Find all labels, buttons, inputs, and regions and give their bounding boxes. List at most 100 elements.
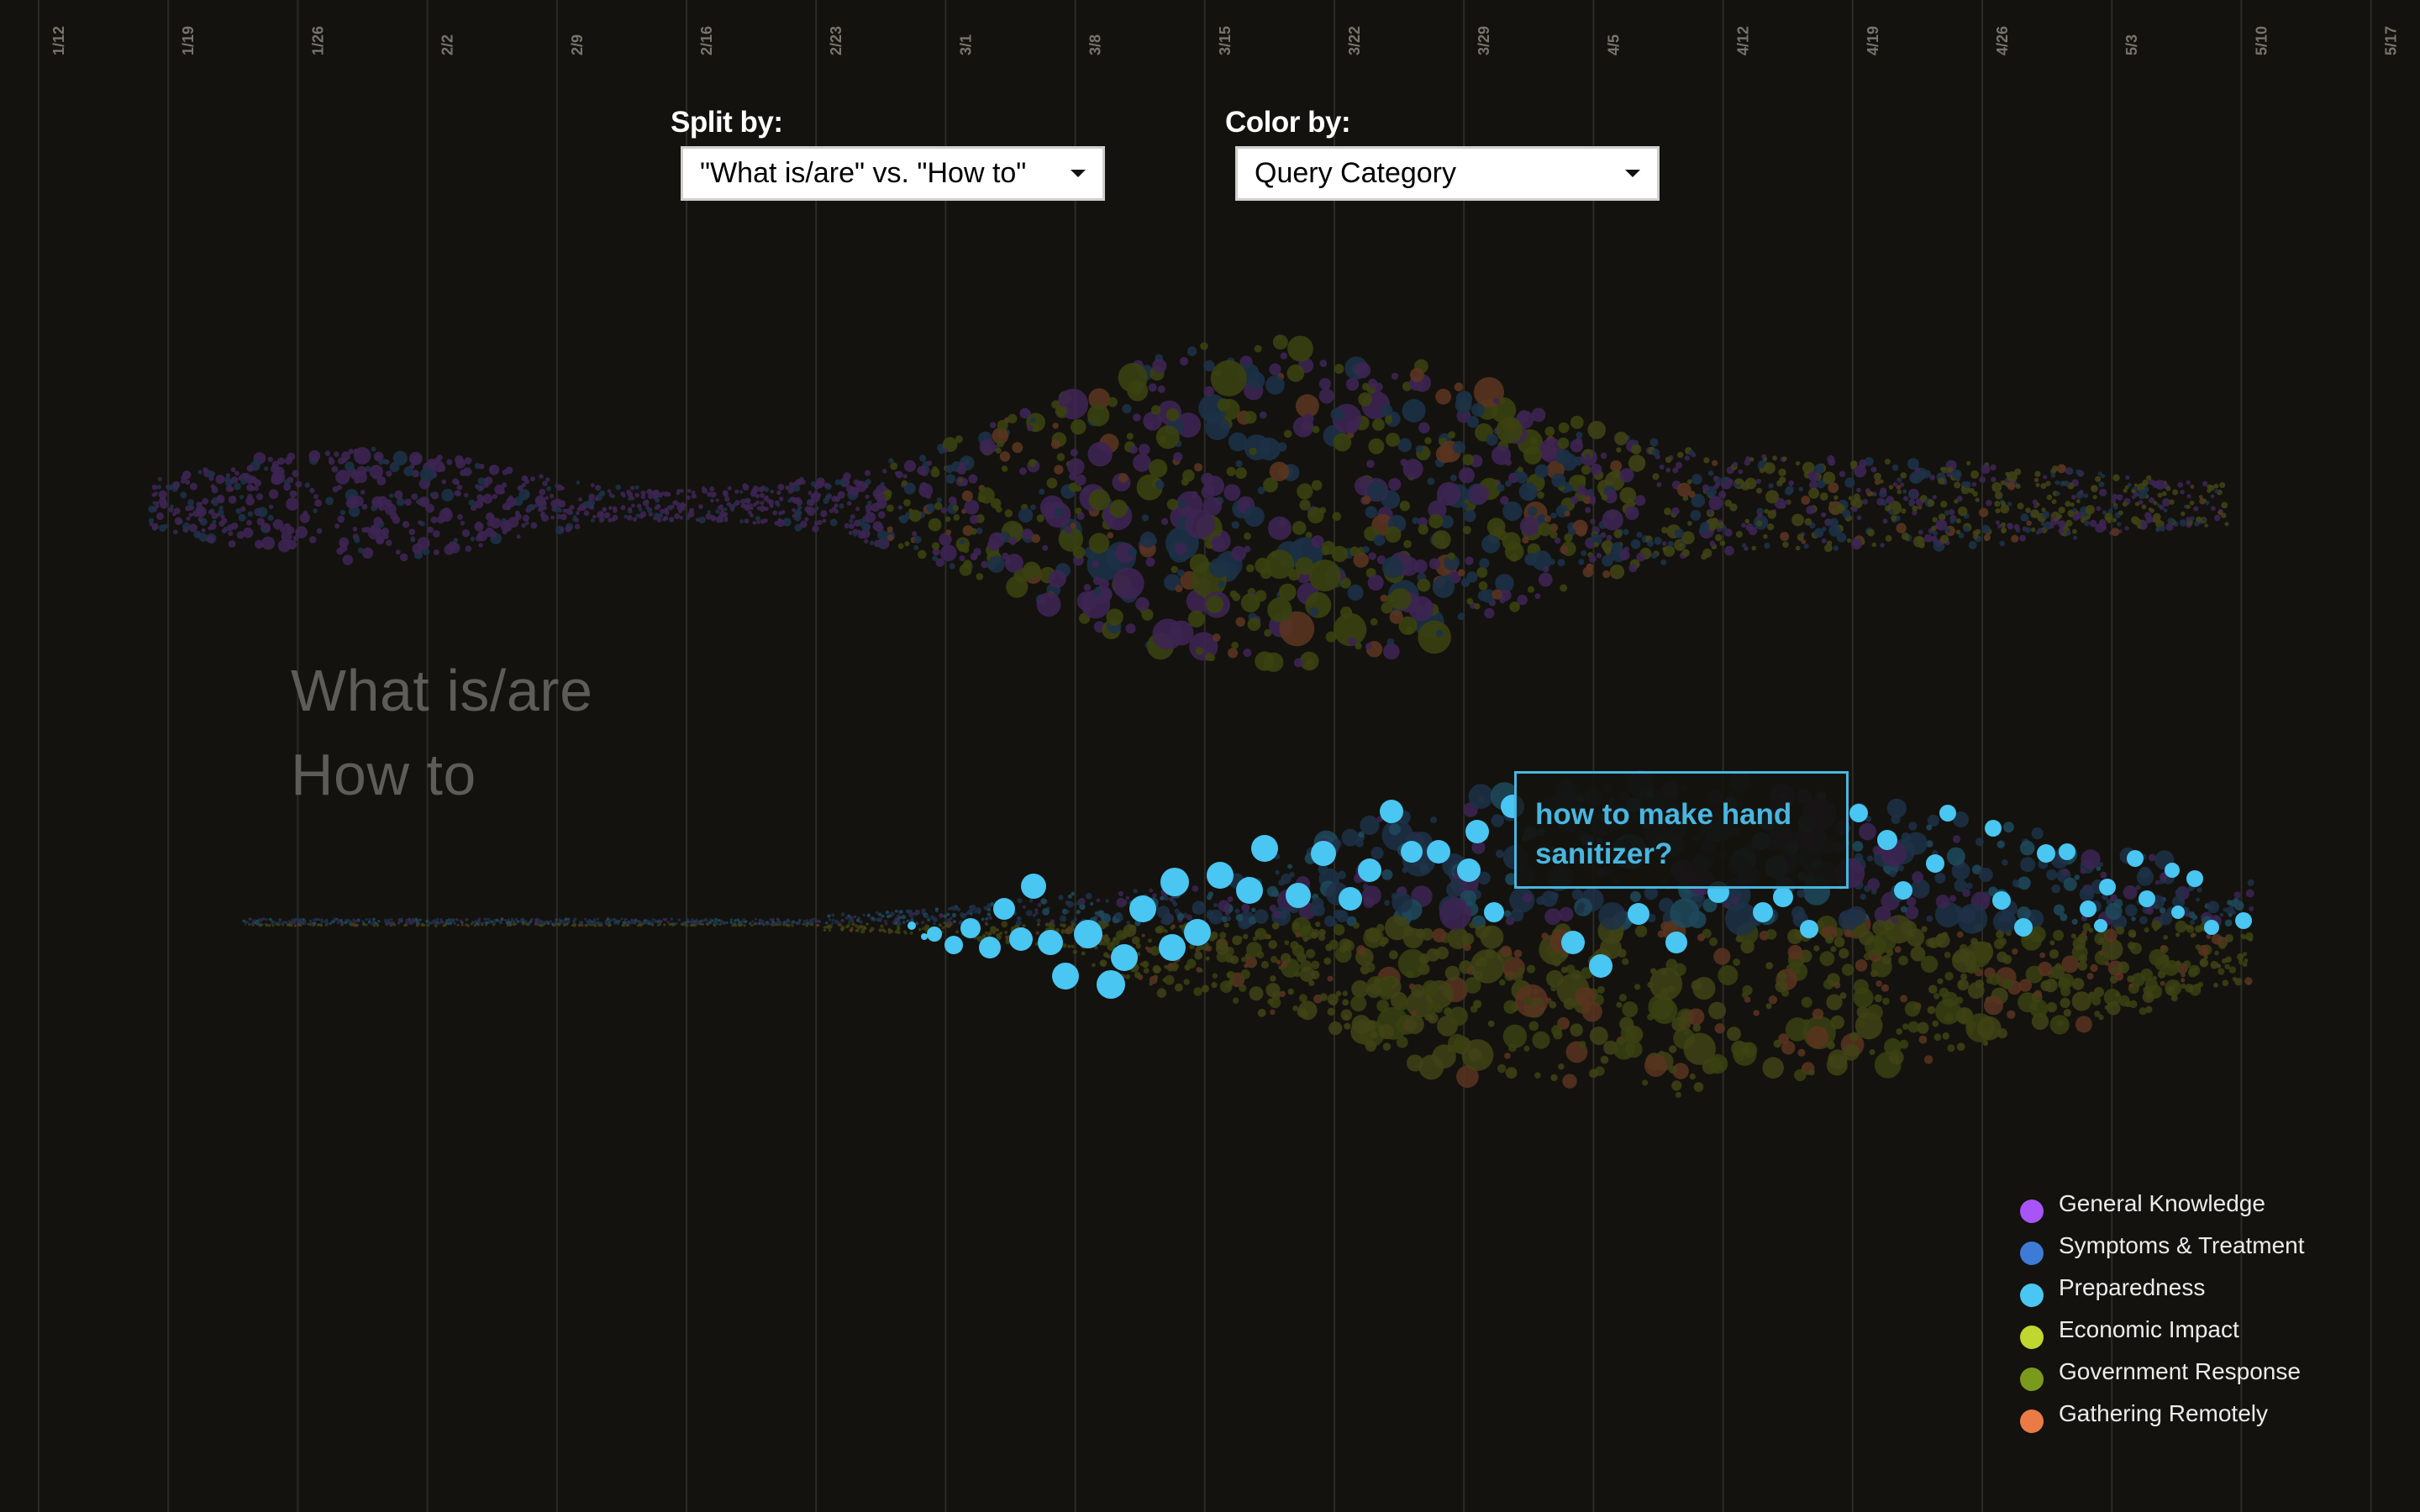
query-bubble[interactable] [1323, 958, 1330, 964]
query-bubble[interactable] [997, 419, 1008, 431]
query-bubble[interactable] [1060, 915, 1067, 922]
query-bubble[interactable] [1829, 517, 1839, 528]
query-bubble[interactable] [1240, 593, 1260, 613]
query-bubble[interactable] [325, 496, 334, 506]
query-bubble[interactable] [2075, 469, 2081, 475]
query-bubble[interactable] [759, 505, 766, 512]
query-bubble[interactable] [1505, 480, 1512, 487]
query-bubble[interactable] [1072, 546, 1086, 559]
query-bubble[interactable] [2089, 519, 2097, 528]
query-bubble[interactable] [353, 447, 371, 465]
query-bubble[interactable] [681, 923, 685, 927]
query-bubble[interactable] [421, 922, 424, 927]
query-bubble[interactable] [713, 921, 716, 925]
query-bubble[interactable] [2221, 501, 2228, 509]
query-bubble[interactable] [1478, 581, 1488, 591]
query-bubble[interactable] [630, 919, 634, 922]
query-bubble[interactable] [594, 921, 597, 924]
query-bubble[interactable] [839, 479, 847, 486]
query-bubble[interactable] [1125, 623, 1136, 634]
query-bubble[interactable] [2085, 505, 2096, 515]
query-bubble[interactable] [1202, 496, 1222, 517]
query-bubble[interactable] [433, 549, 439, 555]
preparedness-bubble[interactable] [2165, 863, 2180, 878]
query-bubble[interactable] [1644, 885, 1659, 900]
query-bubble[interactable] [1962, 889, 1971, 897]
query-bubble[interactable] [1833, 495, 1839, 501]
query-bubble[interactable] [941, 926, 945, 930]
query-bubble[interactable] [610, 494, 616, 499]
preparedness-bubble[interactable] [1358, 858, 1381, 882]
query-bubble[interactable] [1923, 533, 1933, 543]
query-bubble[interactable] [763, 486, 770, 492]
query-bubble[interactable] [2207, 488, 2212, 493]
query-bubble[interactable] [2206, 934, 2212, 939]
query-bubble[interactable] [1964, 480, 1971, 489]
query-bubble[interactable] [2167, 517, 2175, 525]
query-bubble[interactable] [906, 909, 911, 914]
query-bubble[interactable] [1204, 653, 1213, 661]
query-bubble[interactable] [405, 919, 408, 922]
query-bubble[interactable] [1691, 493, 1706, 508]
query-bubble[interactable] [1667, 541, 1674, 547]
query-bubble[interactable] [1557, 437, 1570, 449]
query-bubble[interactable] [1665, 467, 1671, 473]
query-bubble[interactable] [465, 545, 472, 552]
query-bubble[interactable] [339, 509, 346, 516]
query-bubble[interactable] [267, 514, 274, 522]
query-bubble[interactable] [558, 918, 561, 921]
preparedness-bubble[interactable] [1251, 835, 1278, 862]
query-bubble[interactable] [1428, 500, 1447, 520]
query-bubble[interactable] [539, 488, 546, 496]
query-bubble[interactable] [970, 553, 978, 561]
query-bubble[interactable] [1984, 995, 2003, 1016]
query-bubble[interactable] [1798, 486, 1803, 492]
query-bubble[interactable] [1447, 927, 1470, 949]
query-bubble[interactable] [1784, 500, 1789, 505]
query-bubble[interactable] [1986, 500, 1992, 507]
query-bubble[interactable] [1361, 885, 1381, 906]
query-bubble[interactable] [418, 918, 422, 921]
query-bubble[interactable] [243, 528, 254, 538]
query-bubble[interactable] [1910, 879, 1930, 899]
query-bubble[interactable] [1937, 978, 1944, 984]
query-bubble[interactable] [1418, 517, 1428, 528]
query-bubble[interactable] [909, 931, 913, 935]
query-bubble[interactable] [2224, 522, 2229, 527]
query-bubble[interactable] [903, 482, 916, 495]
query-bubble[interactable] [691, 918, 694, 921]
query-bubble[interactable] [645, 920, 649, 923]
query-bubble[interactable] [837, 491, 845, 499]
query-bubble[interactable] [1715, 533, 1723, 542]
preparedness-bubble[interactable] [1009, 927, 1033, 951]
query-bubble[interactable] [1795, 460, 1801, 466]
query-bubble[interactable] [2111, 967, 2118, 974]
query-bubble[interactable] [2247, 981, 2252, 985]
query-bubble[interactable] [230, 522, 239, 530]
query-bubble[interactable] [1691, 474, 1702, 485]
query-bubble[interactable] [2148, 507, 2153, 512]
query-bubble[interactable] [1465, 899, 1472, 906]
query-bubble[interactable] [1061, 908, 1068, 915]
query-bubble[interactable] [2049, 940, 2055, 946]
query-bubble[interactable] [2197, 981, 2204, 988]
query-bubble[interactable] [2142, 479, 2149, 486]
query-bubble[interactable] [1958, 507, 1968, 517]
query-bubble[interactable] [2106, 1000, 2121, 1016]
query-bubble[interactable] [1210, 360, 1247, 396]
query-bubble[interactable] [1676, 482, 1691, 497]
query-bubble[interactable] [1447, 1033, 1467, 1053]
query-bubble[interactable] [2001, 527, 2007, 533]
query-bubble[interactable] [1101, 934, 1106, 939]
query-bubble[interactable] [1846, 538, 1852, 543]
query-bubble[interactable] [1560, 545, 1569, 554]
query-bubble[interactable] [1376, 816, 1383, 822]
query-bubble[interactable] [2094, 950, 2110, 965]
query-bubble[interactable] [1340, 1009, 1353, 1021]
query-bubble[interactable] [367, 526, 381, 540]
query-bubble[interactable] [1055, 927, 1060, 932]
query-bubble[interactable] [1223, 484, 1241, 501]
query-bubble[interactable] [822, 518, 827, 523]
query-bubble[interactable] [1332, 838, 1342, 849]
query-bubble[interactable] [1709, 540, 1716, 547]
